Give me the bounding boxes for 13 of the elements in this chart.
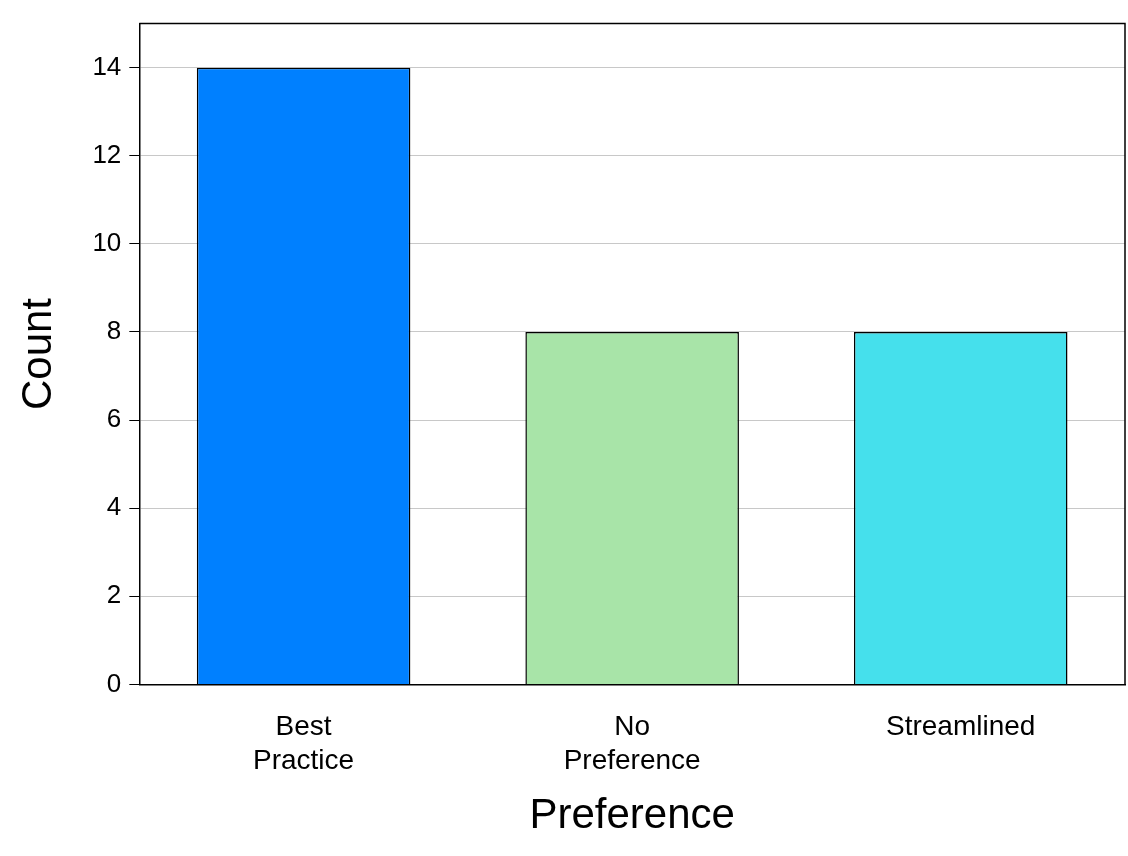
y-tick-label: 2 bbox=[106, 579, 122, 610]
x-tick-label: Best Practice bbox=[253, 709, 355, 775]
y-tick-label: 10 bbox=[92, 227, 122, 258]
y-tick-label: 4 bbox=[106, 491, 122, 522]
x-tick-label: No Preference bbox=[563, 709, 701, 775]
y-tick-label: 8 bbox=[106, 315, 122, 346]
y-tick-label: 0 bbox=[106, 667, 122, 698]
y-tick-label: 6 bbox=[106, 403, 122, 434]
y-axis-title: Count bbox=[12, 297, 60, 411]
y-tick-label: 12 bbox=[92, 138, 122, 169]
y-tick-label: 14 bbox=[92, 50, 122, 81]
x-axis-title: Preference bbox=[529, 790, 735, 838]
x-tick-label: Streamlined bbox=[886, 709, 1036, 741]
